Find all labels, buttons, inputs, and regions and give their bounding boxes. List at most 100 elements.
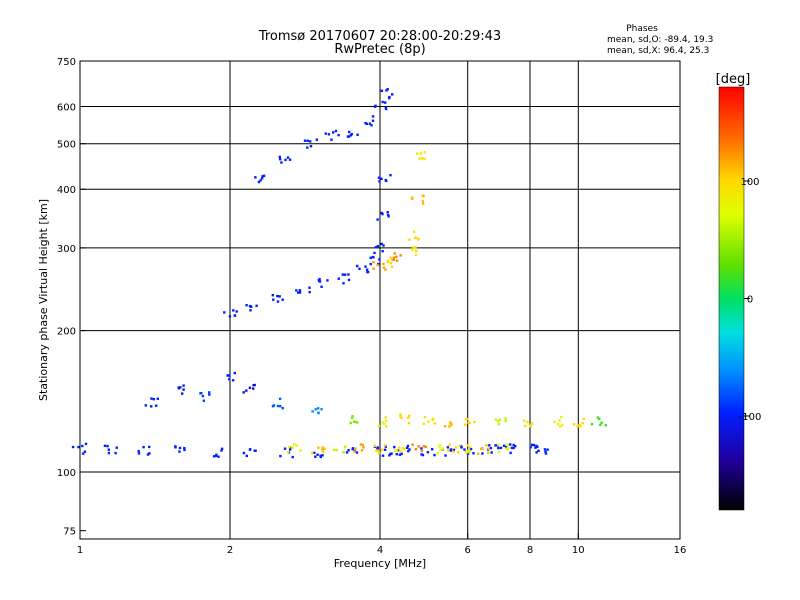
data-point [361, 443, 365, 447]
data-point [335, 449, 338, 452]
data-point [480, 447, 483, 451]
data-point [439, 448, 442, 452]
data-point [466, 451, 469, 454]
data-point [183, 447, 186, 450]
data-point [280, 161, 283, 164]
data-point [385, 425, 388, 428]
data-point [386, 211, 389, 214]
data-point [408, 448, 411, 451]
data-point [395, 449, 399, 452]
data-point [137, 450, 140, 453]
data-point [248, 386, 252, 389]
data-point [458, 444, 461, 447]
y-tick-label: 600 [57, 103, 76, 114]
data-point [332, 131, 335, 134]
data-point [382, 262, 385, 266]
data-point [253, 449, 256, 452]
axis-layer: 1 2 4 6 8 10 16 75 100 200 300 400 500 600 750 [57, 57, 686, 556]
data-point [208, 391, 211, 394]
data-point [389, 261, 393, 265]
data-point [380, 177, 383, 180]
x-tick-label: 10 [572, 545, 585, 556]
data-point [321, 446, 324, 449]
data-point [364, 121, 367, 125]
data-point [252, 387, 255, 390]
data-point [291, 446, 294, 449]
data-point [317, 411, 320, 415]
data-point [377, 452, 381, 455]
data-point [579, 425, 582, 428]
data-point [276, 404, 280, 408]
data-point [106, 444, 109, 448]
data-point [370, 124, 373, 127]
data-point [242, 391, 245, 394]
data-point [334, 129, 338, 133]
data-point [423, 415, 427, 419]
data-point [510, 446, 514, 450]
data-point [308, 286, 311, 289]
data-point [350, 416, 354, 420]
data-point [373, 251, 376, 255]
data-point [371, 119, 375, 122]
data-point [306, 139, 309, 142]
data-point [486, 451, 490, 454]
data-point [202, 399, 205, 402]
data-point [449, 449, 452, 452]
data-point [271, 405, 275, 408]
data-point [504, 445, 508, 449]
data-point [291, 455, 294, 459]
data-point [420, 449, 423, 453]
data-point [414, 246, 417, 249]
data-point [383, 422, 386, 425]
data-point [383, 444, 387, 447]
data-point [308, 290, 311, 294]
data-point [393, 449, 397, 452]
data-point [387, 215, 390, 218]
data-point [318, 277, 321, 281]
data-point [553, 420, 556, 424]
data-point [297, 291, 300, 294]
data-point [299, 449, 302, 452]
data-point [530, 422, 534, 425]
data-point [377, 176, 381, 179]
data-point [103, 444, 107, 447]
data-point [504, 417, 507, 420]
data-point [215, 453, 218, 456]
data-point [298, 289, 302, 292]
data-point [378, 180, 381, 183]
data-point [420, 447, 423, 450]
data-point [279, 454, 282, 458]
data-point [556, 422, 560, 426]
data-point [498, 418, 501, 421]
data-point [223, 311, 226, 314]
data-point [83, 450, 87, 453]
data-point [293, 442, 296, 446]
data-point [448, 425, 451, 428]
data-point [150, 397, 153, 400]
data-point [381, 250, 384, 253]
y-tick-label: 75 [63, 527, 76, 538]
data-point [419, 152, 423, 155]
data-point [387, 259, 390, 263]
data-point [182, 384, 185, 387]
data-point [392, 258, 395, 262]
data-point [377, 424, 381, 428]
data-point [389, 174, 392, 177]
data-point [248, 448, 252, 451]
data-point [390, 258, 394, 261]
y-tick-label: 400 [57, 185, 76, 196]
data-point [399, 254, 402, 257]
data-point [398, 453, 402, 456]
data-point [313, 451, 316, 454]
data-point [512, 446, 515, 450]
data-point [536, 445, 539, 448]
data-point [383, 448, 387, 451]
data-point [406, 444, 410, 448]
data-point [249, 309, 252, 312]
data-point [415, 250, 418, 253]
data-point [436, 452, 439, 455]
data-point [255, 304, 258, 307]
data-point [84, 442, 88, 446]
data-point [371, 115, 375, 118]
data-point [199, 392, 202, 395]
